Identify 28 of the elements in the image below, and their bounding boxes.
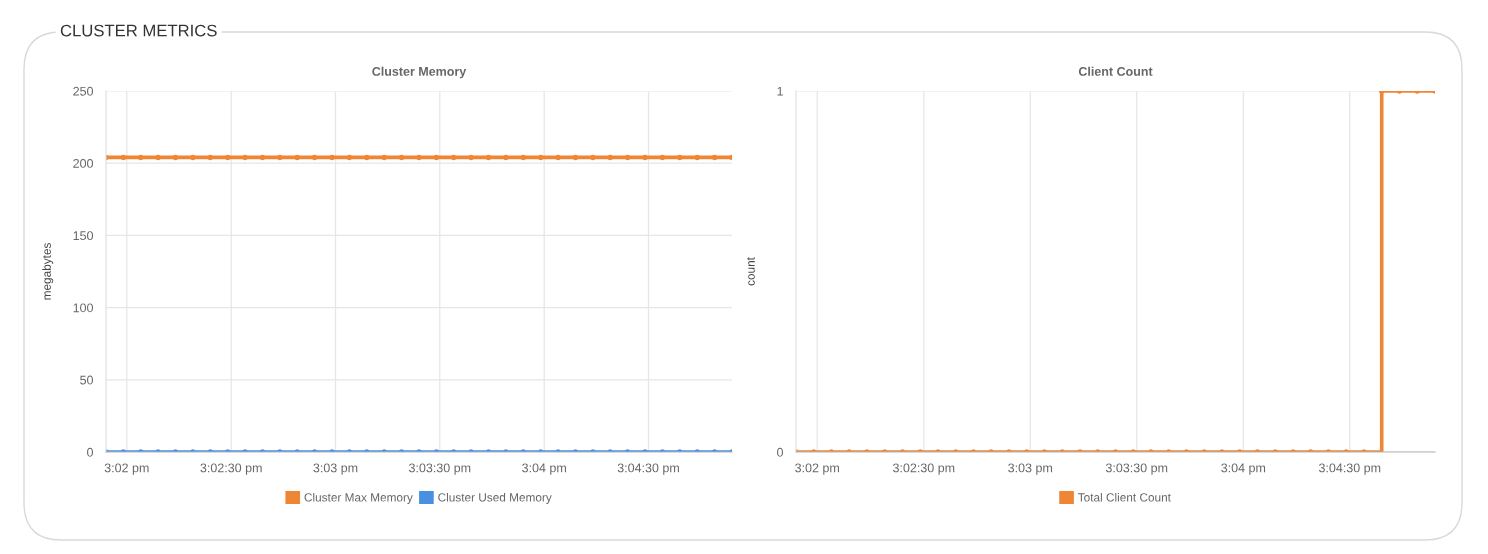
y-tick-label: 100 bbox=[73, 303, 94, 313]
x-tick-label: 3:04 pm bbox=[1221, 463, 1266, 475]
x-tick-label: 3:04:30 pm bbox=[1318, 463, 1381, 475]
chart-title: Client Count bbox=[1078, 66, 1153, 76]
text: CLUSTER METRICS bbox=[60, 24, 217, 37]
y-axis-title: megabytes bbox=[42, 243, 54, 300]
y-tick-label: 150 bbox=[73, 231, 94, 241]
legend-label: Total Client Count bbox=[1078, 492, 1171, 502]
x-tick-label: 3:02 pm bbox=[795, 463, 839, 475]
x-tick-label: 3:03:30 pm bbox=[408, 463, 471, 475]
x-tick-label: 3:02 pm bbox=[104, 463, 149, 475]
y-tick-label: 250 bbox=[73, 86, 94, 96]
y-axis-title: count bbox=[747, 257, 755, 286]
y-tick-label: 200 bbox=[73, 159, 94, 168]
legend-label: Cluster Used Memory bbox=[438, 492, 552, 504]
y-tick-label: 50 bbox=[80, 375, 94, 385]
y-tick-label: 1 bbox=[777, 86, 783, 96]
x-tick-label: 3:02:30 pm bbox=[893, 463, 955, 475]
x-tick-label: 3:04:30 pm bbox=[617, 463, 679, 475]
x-tick-label: 3:03 pm bbox=[1008, 463, 1053, 475]
x-tick-label: 3:03 pm bbox=[313, 463, 358, 475]
y-tick-label: 0 bbox=[777, 447, 784, 457]
legend-label: Cluster Max Memory bbox=[304, 492, 413, 504]
chart-title: Cluster Memory bbox=[372, 66, 467, 79]
x-tick-label: 3:03:30 pm bbox=[1105, 463, 1168, 475]
y-tick-label: 0 bbox=[87, 447, 94, 457]
x-tick-label: 3:04 pm bbox=[522, 463, 566, 475]
x-tick-label: 3:02:30 pm bbox=[200, 463, 262, 475]
